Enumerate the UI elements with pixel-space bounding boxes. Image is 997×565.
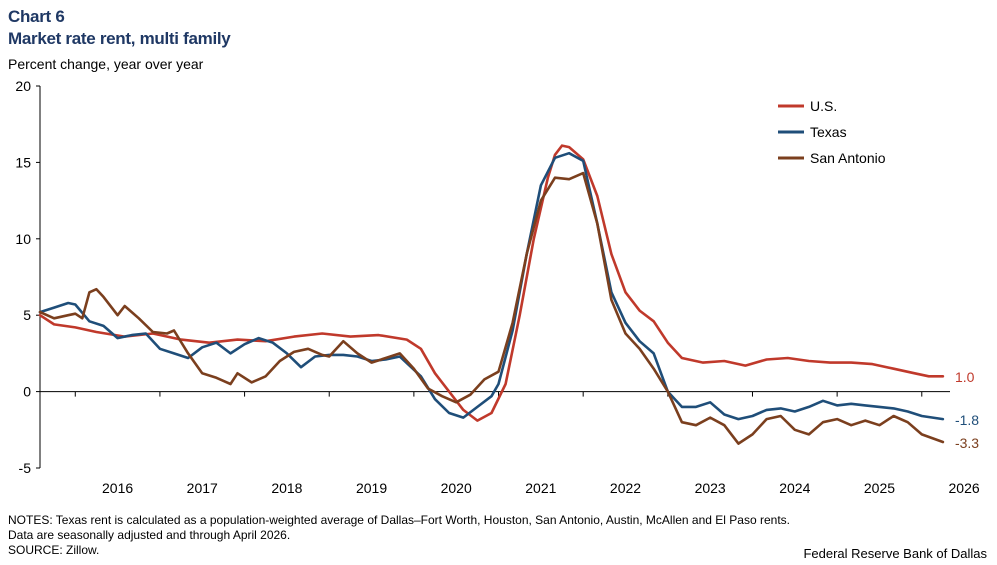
source-line: SOURCE: Zillow. bbox=[8, 543, 100, 557]
series-end-label: 1.0 bbox=[955, 369, 975, 385]
x-tick-label: 2019 bbox=[356, 480, 387, 496]
y-tick-label: 15 bbox=[15, 154, 31, 170]
series-line-texas bbox=[38, 151, 945, 421]
x-tick-label: 2017 bbox=[187, 480, 218, 496]
series-line-san-antonio bbox=[38, 171, 945, 445]
x-tick-label: 2024 bbox=[779, 480, 810, 496]
legend-label: San Antonio bbox=[810, 150, 886, 166]
y-tick-label: 10 bbox=[15, 231, 31, 247]
x-tick-label: 2022 bbox=[610, 480, 641, 496]
x-tick-label: 2018 bbox=[271, 480, 302, 496]
y-tick-label: 20 bbox=[15, 78, 31, 94]
x-tick-label: 2025 bbox=[864, 480, 895, 496]
chart-subtitle: Percent change, year over year bbox=[8, 56, 204, 72]
notes-line-2: Data are seasonally adjusted and through… bbox=[8, 528, 291, 542]
x-tick-label: 2021 bbox=[525, 480, 556, 496]
chart-legend: U.S. Texas San Antonio bbox=[778, 98, 886, 166]
chart-notes: NOTES: Texas rent is calculated as a pop… bbox=[8, 513, 790, 558]
y-tick-label: 5 bbox=[23, 307, 31, 323]
chart-axes: -5 0 5 10 15 20 2016 2017 2018 2019 2020 2021 2022 20… bbox=[15, 78, 979, 496]
x-tick-label: 2026 bbox=[949, 480, 980, 496]
chart-title: Market rate rent, multi family bbox=[8, 29, 231, 48]
x-tick-label: 2020 bbox=[441, 480, 472, 496]
y-tick-label: 0 bbox=[23, 384, 31, 400]
series-end-label: -3.3 bbox=[955, 435, 979, 451]
source-credit: Federal Reserve Bank of Dallas bbox=[803, 546, 987, 561]
line-chart: -5 0 5 10 15 20 2016 2017 2018 2019 2020 2021 2022 20… bbox=[15, 78, 979, 496]
chart-series-layer bbox=[38, 144, 945, 445]
series-line-u-s bbox=[38, 144, 945, 422]
notes-line-1: NOTES: Texas rent is calculated as a pop… bbox=[8, 513, 790, 527]
y-tick-label: -5 bbox=[19, 460, 32, 476]
legend-label: Texas bbox=[810, 124, 847, 140]
legend-label: U.S. bbox=[810, 98, 837, 114]
x-tick-label: 2023 bbox=[695, 480, 726, 496]
x-tick-label: 2016 bbox=[102, 480, 133, 496]
chart-end-labels: 1.0 -1.8 -3.3 bbox=[955, 369, 979, 451]
series-end-label: -1.8 bbox=[955, 412, 979, 428]
chart-number: Chart 6 bbox=[8, 7, 65, 26]
